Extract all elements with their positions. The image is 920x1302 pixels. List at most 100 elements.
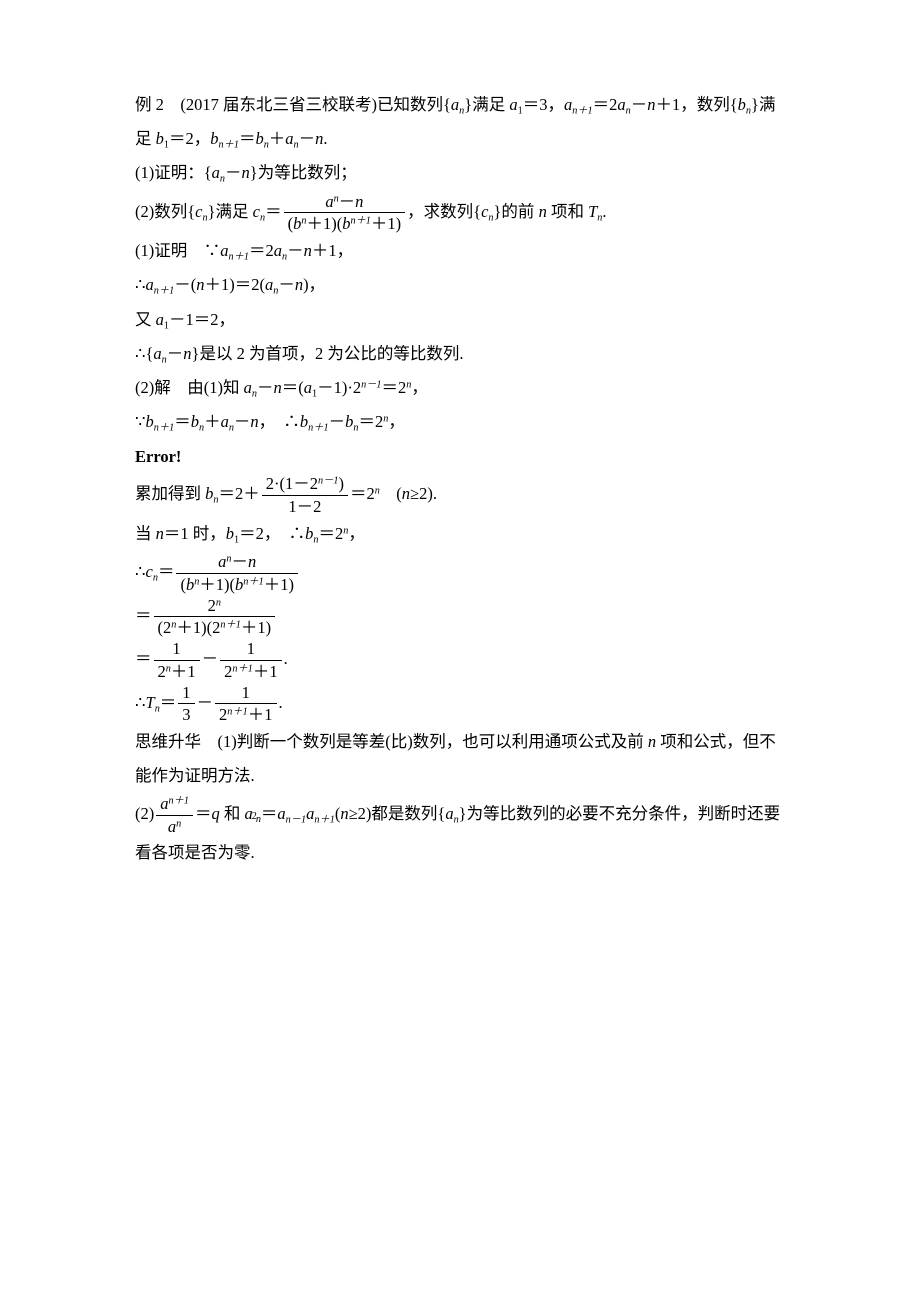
text: 能作为证明方法. [135,766,255,785]
text: － [225,163,242,182]
paragraph-line: ＝12n＋1－12n＋1＋1. [135,638,805,682]
paragraph-line: ∴Tn＝13－12n＋1＋1. [135,682,805,726]
subscript: n＋1 [229,251,249,262]
text: ≥2). [410,484,437,503]
fraction: an－n(bn＋1)(bn＋1＋1) [176,552,298,595]
paragraph-line: (1)证明：{an－n}为等比数列； [135,156,805,190]
text: ＝2 [350,484,375,503]
text: ，求数列{ [407,202,481,221]
text: ， ∴ [259,412,300,431]
text: ( [380,484,402,503]
text: ∴ [135,562,146,581]
var-n: n [402,484,410,503]
fraction: 13 [178,683,194,726]
text: }满 [751,95,775,114]
var-a: a [220,241,228,260]
var-n: n [250,412,258,431]
text: ＝2＋ [218,484,259,503]
subscript: n＋1 [314,814,334,825]
var-n: n [340,804,348,823]
text: 看各项是否为零. [135,843,255,862]
text: (2) [135,804,154,823]
paragraph-line: (2)解 由(1)知 an－n＝(a1－1)·2n－1＝2n， [135,371,805,405]
text: }的前 [494,202,539,221]
var-c: c [195,202,202,221]
var-a: a [244,378,252,397]
text: (2)数列{ [135,202,195,221]
text: (1)证明：{ [135,163,212,182]
text: －1＝2， [169,310,235,329]
text: － [197,693,214,712]
paragraph-line: (1)证明 ∵an＋1＝2an－n＋1， [135,234,805,268]
paragraph-line: 足 b1＝2，bn＋1＝bn＋an－n. [135,122,805,156]
text: ＋1)＝2( [204,275,265,294]
text: ＝ [158,562,175,581]
text: ＋ [204,412,221,431]
fraction: 12n＋1＋1 [220,639,281,682]
paragraph-line: 思维升华 (1)判断一个数列是等差(比)数列，也可以利用通项公式及前 n 项和公… [135,725,805,759]
text: ＝ [160,693,177,712]
text: ≥2)都是数列{ [349,804,446,823]
subscript: n＋1 [154,286,174,297]
var-a: a [274,241,282,260]
text: ＝ [261,804,278,823]
var-a: a [304,378,312,397]
text: ＝2 [593,95,618,114]
var-n: n [539,202,547,221]
text: )， [303,275,325,294]
text: 思维升华 (1)判断一个数列是等差(比)数列，也可以利用通项公式及前 [135,732,648,751]
text: ＝ [265,202,282,221]
paragraph-line: ∴{an－n}是以 2 为首项，2 为公比的等比数列. [135,337,805,371]
text: ＝1 时， [164,524,226,543]
text: － [329,412,346,431]
paragraph-line: 能作为证明方法. [135,759,805,793]
text: ＝ [174,412,191,431]
fraction: 12n＋1 [154,639,200,682]
text: ＝2 [249,241,274,260]
var-a: a [153,344,161,363]
var-b: b [255,129,263,148]
text: ＝ [195,804,212,823]
text: － [257,378,274,397]
text: －( [174,275,196,294]
text: 项和 [547,202,588,221]
paragraph-line: ∴an＋1－(n＋1)＝2(an－n)， [135,268,805,302]
text: ＋1， [312,241,353,260]
text: }是以 2 为首项，2 为公比的等比数列. [192,344,464,363]
var-b: b [191,412,199,431]
subscript: n＋1 [218,140,238,151]
var-a: a [156,310,164,329]
var-n: n [273,378,281,397]
text: ＝2 [382,378,407,397]
paragraph-line: ∴cn＝an－n(bn＋1)(bn＋1＋1) [135,551,805,595]
var-a: a [221,412,229,431]
error-text: Error! [135,447,181,466]
text: }为等比数列的必要不充分条件，判断时还要 [459,804,780,823]
var-n: n [304,241,312,260]
var-n: n [295,275,303,294]
text: ＝3， [523,95,564,114]
paragraph-line: (2)an＋1an＝q 和 a22n＝an－1an＋1(n≥2)都是数列{an}… [135,793,805,837]
fraction: an＋1an [156,794,193,837]
var-c: c [146,562,153,581]
text: ＋1，数列{ [656,95,738,114]
var-q: q [211,804,219,823]
paragraph-line: 看各项是否为零. [135,836,805,870]
text: － [299,129,316,148]
fraction: 12n＋1＋1 [215,683,276,726]
text: ＝ [135,606,152,625]
text: ∴ [135,693,146,712]
paragraph-line: ∵bn＋1＝bn＋an－n， ∴bn＋1－bn＝2n， [135,405,805,439]
text: ∴{ [135,344,153,363]
fraction: 2n(2n＋1)(2n＋1＋1) [154,596,276,639]
var-a: a [445,804,453,823]
text: －1)·2 [317,378,361,397]
var-a: a [212,163,220,182]
var-T: T [146,693,155,712]
paragraph-line: 累加得到 bn＝2＋2·(1－2n－1)1－2＝2n (n≥2). [135,473,805,517]
var-n: n [648,732,656,751]
text: ＝ [239,129,256,148]
var-a: a [285,129,293,148]
text: ＝( [282,378,304,397]
var-n: n [242,163,250,182]
